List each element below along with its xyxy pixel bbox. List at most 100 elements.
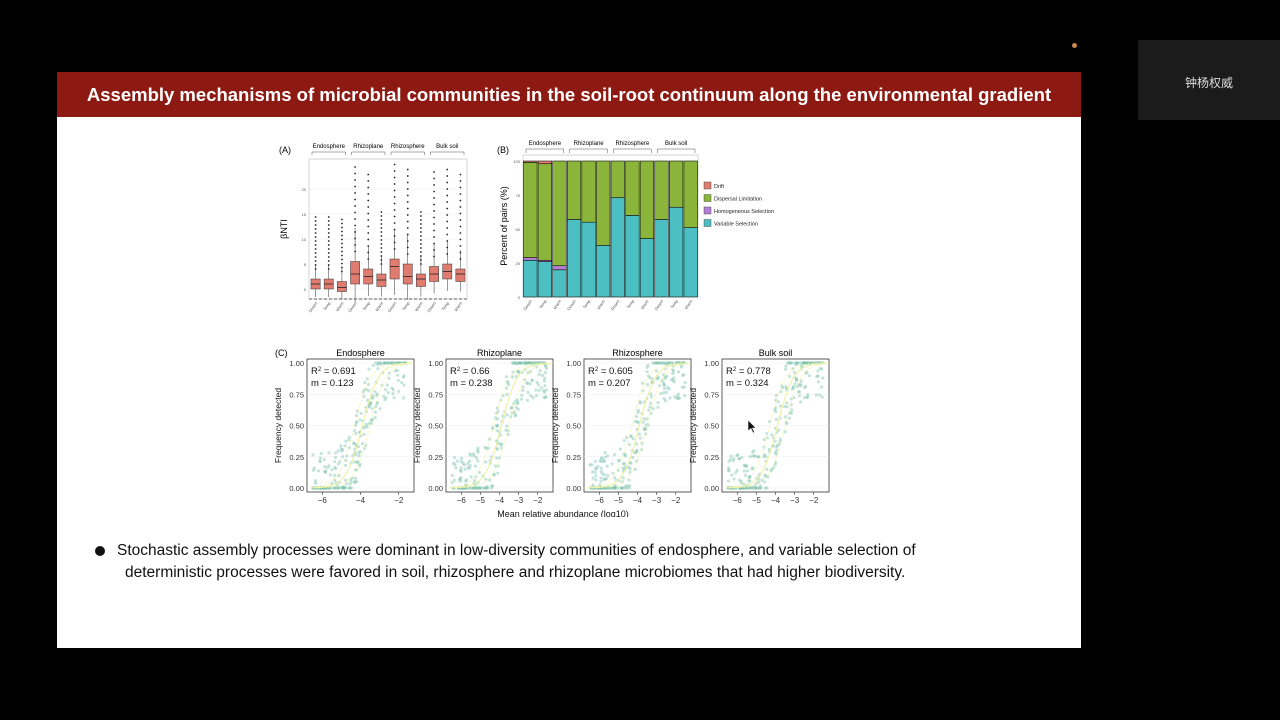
panel-c-point <box>473 486 478 490</box>
panel-c-point <box>773 439 777 443</box>
panel-b-xtick: Warm <box>683 298 694 310</box>
panel-c-point <box>740 455 744 460</box>
panel-c-ytick: 0.75 <box>704 390 719 399</box>
panel-c-ytick: 1.00 <box>428 359 443 368</box>
panel-c-point <box>355 460 359 465</box>
panel-c-point <box>499 443 503 447</box>
bullet-text: Stochastic assembly processes were domin… <box>117 540 1057 584</box>
panel-a-outlier <box>327 232 330 234</box>
panel-c-point <box>625 486 629 490</box>
panel-c-point <box>662 383 666 387</box>
panel-a-outlier <box>367 245 370 247</box>
panel-a-outlier <box>459 173 462 176</box>
panel-b-group-label: Rhizoplane <box>574 141 605 147</box>
panel-a-outlier <box>367 232 370 234</box>
panel-c-point <box>770 433 774 437</box>
panel-c-point <box>747 479 752 483</box>
panel-c-point <box>637 432 642 436</box>
panel-b-bar-segment <box>552 269 567 298</box>
panel-c-ytick: 0.25 <box>289 453 304 462</box>
panel-c-point <box>486 446 490 450</box>
panel-c-xtick: −3 <box>790 496 800 505</box>
panel-b-xtick: Temp <box>538 298 548 310</box>
panel-a-xtick: Temp <box>401 300 411 312</box>
recording-indicator <box>1072 43 1077 48</box>
panel-c-point <box>802 361 806 365</box>
panel-b-bar-segment <box>537 261 552 298</box>
panel-c-point <box>790 408 794 412</box>
panel-a-outlier <box>354 192 356 194</box>
panel-b-bar-segment <box>610 160 625 199</box>
panel-c-point <box>396 378 400 383</box>
panel-c-point <box>803 361 807 365</box>
panel-c-point <box>743 464 747 468</box>
panel-c-point <box>821 376 825 380</box>
panel-c-point <box>800 364 804 368</box>
slide-title: Assembly mechanisms of microbial communi… <box>57 72 1081 117</box>
panel-c-point <box>519 361 523 365</box>
panel-c-point <box>463 483 468 487</box>
panel-c-point <box>747 478 751 483</box>
panel-c-point <box>732 457 736 461</box>
panel-c-point <box>525 381 529 385</box>
panel-c-point <box>459 466 463 470</box>
panel-c-point <box>466 465 470 470</box>
panel-c-point <box>590 470 595 474</box>
panel-c-point <box>641 381 645 385</box>
panel-c-point <box>807 374 812 378</box>
panel-c-point <box>671 378 675 382</box>
panel-c-point <box>676 370 681 374</box>
bullet-line-2: deterministic processes were favored in … <box>125 564 906 581</box>
panel-c-point <box>485 485 489 489</box>
panel-a-outlier <box>354 250 356 253</box>
panel-c-point <box>667 387 671 391</box>
panel-c-point <box>344 439 348 443</box>
panel-c-ci-line <box>310 362 413 488</box>
panel-a-outlier <box>433 229 435 232</box>
panel-c-point <box>378 407 382 411</box>
panel-a-outlier <box>341 222 343 225</box>
panel-c-point <box>516 407 520 411</box>
panel-c-point <box>471 486 475 490</box>
panel-c-xtick: −5 <box>614 496 624 505</box>
panel-a-outlier <box>420 231 422 233</box>
panel-c-point <box>344 458 348 462</box>
panel-c-point <box>621 462 626 466</box>
panel-c-fit-line <box>587 362 690 489</box>
panel-a-outlier <box>446 201 449 203</box>
panel-c-point <box>333 459 337 464</box>
panel-a-xtick: Desert <box>347 300 358 313</box>
panel-c-point <box>635 420 639 424</box>
participant-tile[interactable]: 钟杨权威 <box>1138 40 1280 120</box>
panel-c-ci-line <box>449 362 552 488</box>
panel-c-point <box>358 418 362 422</box>
panel-c-r2: R2 = 0.778 <box>726 366 771 377</box>
panel-c-point <box>752 449 756 453</box>
panel-b-group-bracket <box>657 148 696 153</box>
panel-c-point <box>459 459 464 464</box>
panel-a-outlier <box>380 247 383 249</box>
panel-c-point <box>358 450 362 454</box>
panel-a-outlier <box>446 194 449 197</box>
panel-c-point <box>651 407 655 411</box>
panel-a-outlier <box>393 202 396 205</box>
panel-c-point <box>458 476 462 481</box>
panel-c-point <box>344 478 348 482</box>
panel-c-point <box>523 361 527 365</box>
panel-a-outlier <box>380 235 383 237</box>
panel-a-xtick: Warm <box>335 300 346 312</box>
panel-c-point <box>779 390 783 394</box>
panel-c-ytick: 0.50 <box>428 422 443 431</box>
mouse-cursor-icon <box>748 420 757 434</box>
panel-a-outlier <box>314 248 317 250</box>
panel-c-point <box>535 380 539 384</box>
panel-c-point <box>650 377 654 381</box>
panel-b-bar-segment <box>566 219 582 298</box>
panel-c-point <box>476 486 481 490</box>
panel-a-ytick: 20 <box>302 187 307 192</box>
panel-c-point <box>634 414 639 419</box>
panel-a-outlier <box>314 256 317 258</box>
panel-c-facet-title: Rhizosphere <box>612 348 663 358</box>
panel-c-point <box>771 466 775 470</box>
panel-c-point <box>455 459 460 463</box>
